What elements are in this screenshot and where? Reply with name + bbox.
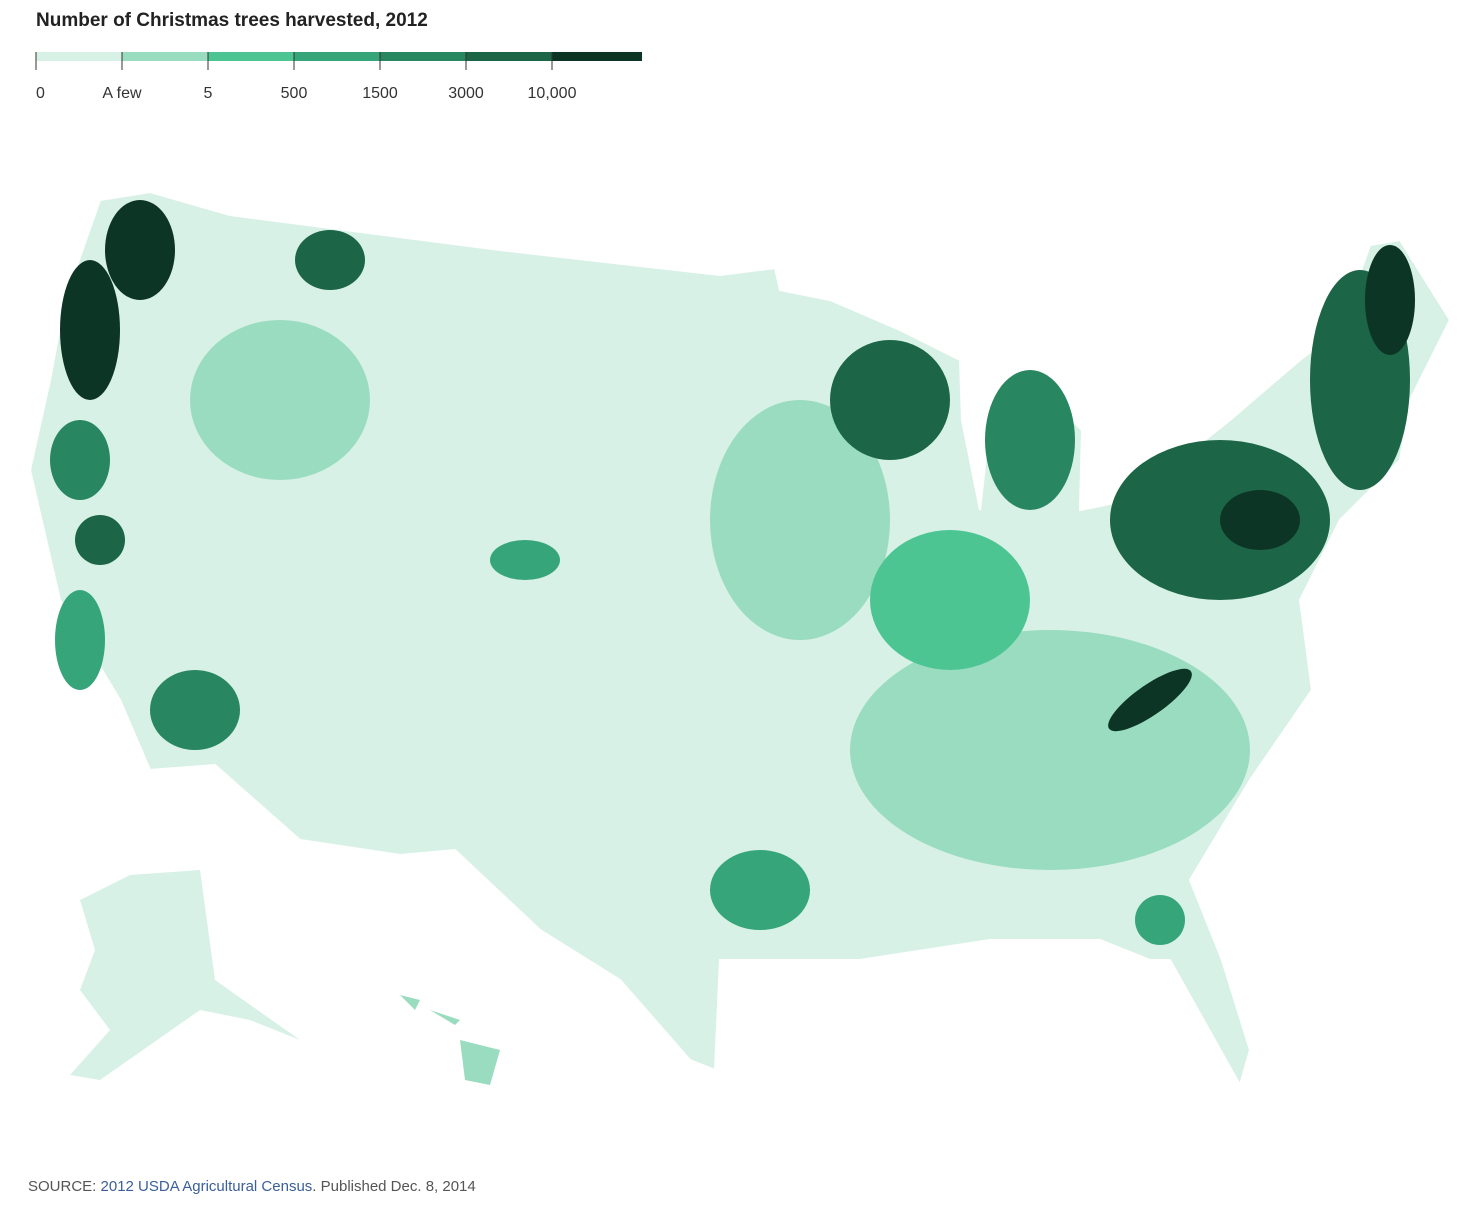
region — [870, 530, 1030, 670]
map-title: Number of Christmas trees harvested, 201… — [36, 10, 428, 31]
legend-swatch — [294, 52, 380, 61]
legend-label: 3000 — [448, 85, 484, 102]
region — [55, 590, 105, 690]
region — [75, 515, 125, 565]
source-prefix: SOURCE: — [28, 1178, 97, 1195]
map — [28, 190, 1452, 1088]
region — [830, 340, 950, 460]
region — [105, 200, 175, 300]
source-link[interactable]: 2012 USDA Agricultural Census — [100, 1178, 313, 1195]
legend-label: 10,000 — [528, 85, 577, 102]
legend-swatch — [208, 52, 294, 61]
region — [190, 320, 370, 480]
legend-label: 0 — [36, 85, 45, 102]
region — [1365, 245, 1415, 355]
source: SOURCE: 2012 USDA Agricultural Census. P… — [28, 1178, 476, 1195]
region — [985, 370, 1075, 510]
alaska — [70, 870, 300, 1080]
region — [850, 630, 1250, 870]
region — [295, 230, 365, 290]
legend-label: 1500 — [362, 85, 398, 102]
region — [150, 670, 240, 750]
legend-label: A few — [102, 85, 142, 102]
source-suffix: . Published Dec. 8, 2014 — [312, 1178, 476, 1195]
legend-swatch — [122, 52, 208, 61]
regions — [50, 200, 1415, 945]
legend-swatch — [552, 52, 642, 61]
legend-label: 500 — [281, 85, 308, 102]
region — [1135, 895, 1185, 945]
legend-swatch — [36, 52, 122, 61]
region — [710, 850, 810, 930]
region — [1220, 490, 1300, 550]
region — [50, 420, 110, 500]
region — [1108, 668, 1192, 732]
region — [710, 400, 890, 640]
us-outline — [28, 190, 1452, 1088]
legend: 0 A few 5 500 1500 3000 10,000 — [35, 52, 642, 102]
legend-swatch — [380, 52, 466, 61]
legend-label: 5 — [204, 85, 213, 102]
legend-swatch — [466, 52, 552, 61]
hawaii — [400, 995, 500, 1085]
region — [60, 260, 120, 400]
region — [490, 540, 560, 580]
